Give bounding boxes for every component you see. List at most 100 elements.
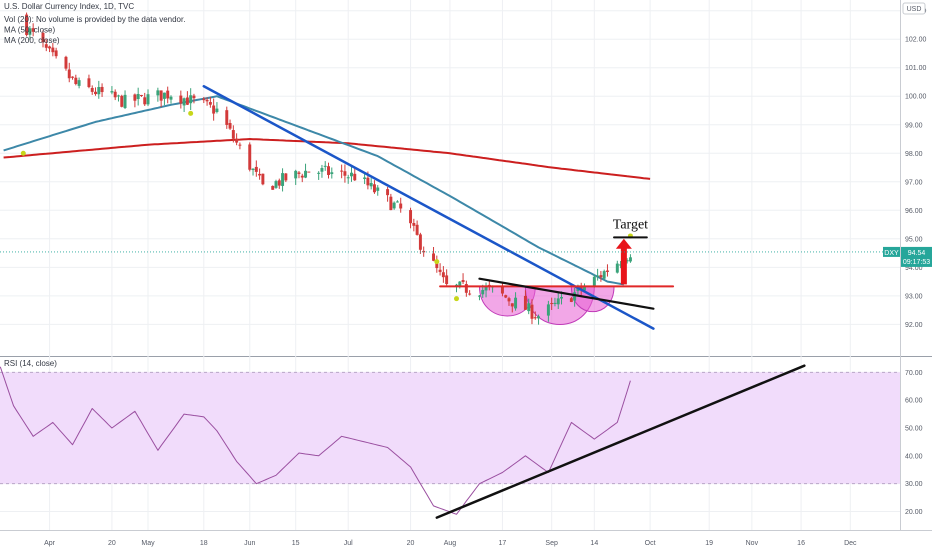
candle-body (261, 173, 265, 185)
candle-body (54, 50, 58, 57)
price-tick-label: 96.00 (905, 208, 923, 215)
candle-body (300, 175, 304, 178)
candle-body (553, 302, 557, 304)
price-axis[interactable]: 92.00 93.00 94.00 95.00 96.00 97.00 98.00 99.00… (902, 2, 927, 516)
candle-body (139, 94, 143, 96)
candle-body (530, 304, 534, 319)
candle-body (330, 172, 334, 175)
candle-body (117, 95, 120, 97)
resistance-line (478, 277, 655, 310)
symbol-tag (883, 246, 900, 257)
rsi-tick-label: 20.00 (905, 509, 923, 516)
candle-body (560, 297, 563, 299)
candle-body (619, 264, 623, 266)
candle-body (546, 304, 550, 316)
signal-marker (20, 150, 26, 156)
candle-body (418, 234, 422, 250)
candle-body (169, 96, 173, 100)
candle-body (156, 90, 160, 96)
candle-body (97, 87, 101, 95)
rsi-trendline (435, 364, 806, 519)
candle-body (225, 110, 229, 125)
candle-body (113, 91, 117, 98)
currency-label: USD (907, 6, 922, 13)
candle-body (44, 44, 48, 48)
candle-body (74, 77, 78, 84)
target-label: Target (613, 217, 648, 232)
ma50-line (3, 95, 625, 286)
time-tick-label: May (141, 540, 155, 547)
time-tick-label: 16 (797, 540, 805, 547)
candle-body (159, 90, 163, 101)
target-arrow-head (615, 238, 632, 249)
time-tick-label: Aug (444, 540, 457, 547)
candle-body (399, 203, 403, 209)
candle-body (100, 86, 104, 93)
candle-body (133, 94, 137, 101)
candle-body (468, 293, 472, 295)
time-tick-label: Jul (344, 540, 353, 547)
candle-body (182, 98, 186, 106)
candle-body (458, 281, 462, 287)
price-tick-label: 93.00 (905, 293, 923, 300)
candle-body (284, 173, 288, 181)
candle-body (41, 32, 45, 43)
candle-body (592, 276, 596, 286)
candle-body (215, 108, 219, 112)
signal-marker (434, 259, 440, 265)
candle-body (386, 189, 390, 196)
candle-body (441, 272, 445, 278)
time-tick-label: 20 (407, 540, 415, 547)
candle-body (212, 105, 216, 114)
target-arrow-shaft (620, 247, 627, 285)
candle-body (179, 95, 183, 104)
candle-body (376, 187, 380, 191)
time-tick-label: Apr (44, 540, 56, 547)
candle-body (77, 80, 81, 86)
rsi-tick-label: 40.00 (905, 453, 923, 460)
candle-body (254, 166, 258, 172)
candle-body (461, 280, 465, 283)
candle-body (238, 144, 242, 146)
candle-body (64, 56, 68, 69)
candle-body (31, 28, 35, 32)
legend-entry: MA (200, close) (4, 36, 60, 45)
signal-marker (188, 110, 194, 116)
candle-body (533, 317, 537, 319)
candle-body (251, 168, 255, 171)
price-tick-label: 100.00 (905, 94, 927, 101)
candle-body (274, 181, 278, 188)
candle-body (504, 295, 508, 298)
candle-body (208, 102, 212, 105)
chart-title: U.S. Dollar Currency Index, 1D, TVC (4, 2, 134, 11)
candle-body (189, 95, 193, 104)
time-axis[interactable]: Apr 20 May 18 Jun 15 Jul 20 Aug 17 Sep 14 Oct 19 Nov 16… (44, 540, 857, 547)
candle-body (228, 123, 232, 129)
candle-body (514, 297, 518, 309)
candle-body (409, 210, 413, 224)
candle-body (110, 91, 114, 93)
candle-body (323, 165, 327, 167)
candle-body (583, 287, 586, 291)
candle-body (192, 95, 196, 99)
candle-body (71, 76, 75, 78)
time-tick-label: 14 (590, 540, 598, 547)
time-tick-label: 17 (499, 540, 507, 547)
candle-body (455, 284, 458, 286)
candle-body (395, 201, 399, 203)
legend-entry: Vol (20): No volume is provided by the d… (4, 15, 185, 24)
candle-body (527, 303, 531, 312)
time-tick-label: Nov (746, 540, 759, 547)
time-tick-label: 19 (705, 540, 713, 547)
candle-body (432, 253, 436, 261)
candle-body (481, 289, 485, 295)
candle-body (366, 177, 370, 186)
candle-body (231, 130, 235, 139)
candle-body (202, 98, 206, 101)
candle-body (320, 168, 324, 172)
candle-body (537, 316, 541, 319)
candle-body (297, 172, 301, 174)
candle-body (510, 303, 514, 307)
candle-body (369, 182, 373, 187)
